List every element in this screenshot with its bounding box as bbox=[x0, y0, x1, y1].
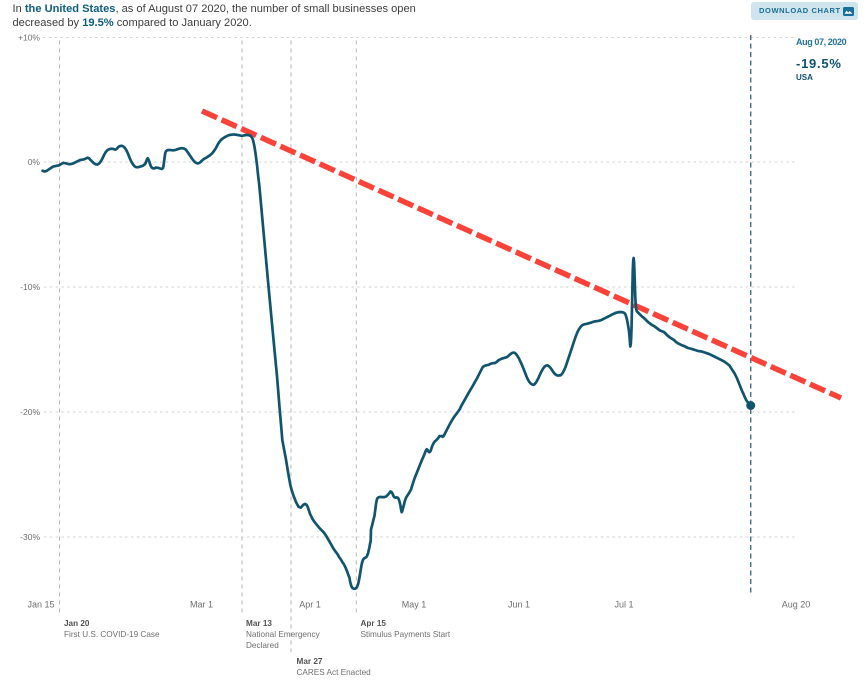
svg-text:Jan 15: Jan 15 bbox=[27, 600, 54, 610]
svg-text:Mar 13: Mar 13 bbox=[246, 619, 272, 628]
svg-text:Declared: Declared bbox=[246, 641, 279, 650]
svg-text:0%: 0% bbox=[28, 157, 41, 167]
svg-text:Aug 20: Aug 20 bbox=[782, 600, 811, 610]
svg-text:CARES Act Enacted: CARES Act Enacted bbox=[297, 668, 372, 677]
svg-text:Jul 1: Jul 1 bbox=[614, 600, 633, 610]
svg-text:First U.S. COVID-19 Case: First U.S. COVID-19 Case bbox=[64, 630, 160, 639]
svg-text:-10%: -10% bbox=[20, 282, 40, 292]
svg-text:Jun 1: Jun 1 bbox=[508, 600, 530, 610]
svg-text:Mar 27: Mar 27 bbox=[297, 657, 323, 666]
svg-text:Jan 20: Jan 20 bbox=[64, 619, 90, 628]
svg-text:+10%: +10% bbox=[18, 33, 40, 43]
svg-text:-30%: -30% bbox=[20, 532, 40, 542]
svg-text:Apr 1: Apr 1 bbox=[299, 600, 321, 610]
svg-text:Stimulus Payments Start: Stimulus Payments Start bbox=[361, 630, 451, 639]
svg-text:Mar 1: Mar 1 bbox=[190, 600, 213, 610]
svg-text:-20%: -20% bbox=[20, 407, 40, 417]
svg-text:Apr 15: Apr 15 bbox=[361, 619, 387, 628]
svg-text:May 1: May 1 bbox=[402, 600, 427, 610]
svg-text:National Emergency: National Emergency bbox=[246, 630, 321, 639]
